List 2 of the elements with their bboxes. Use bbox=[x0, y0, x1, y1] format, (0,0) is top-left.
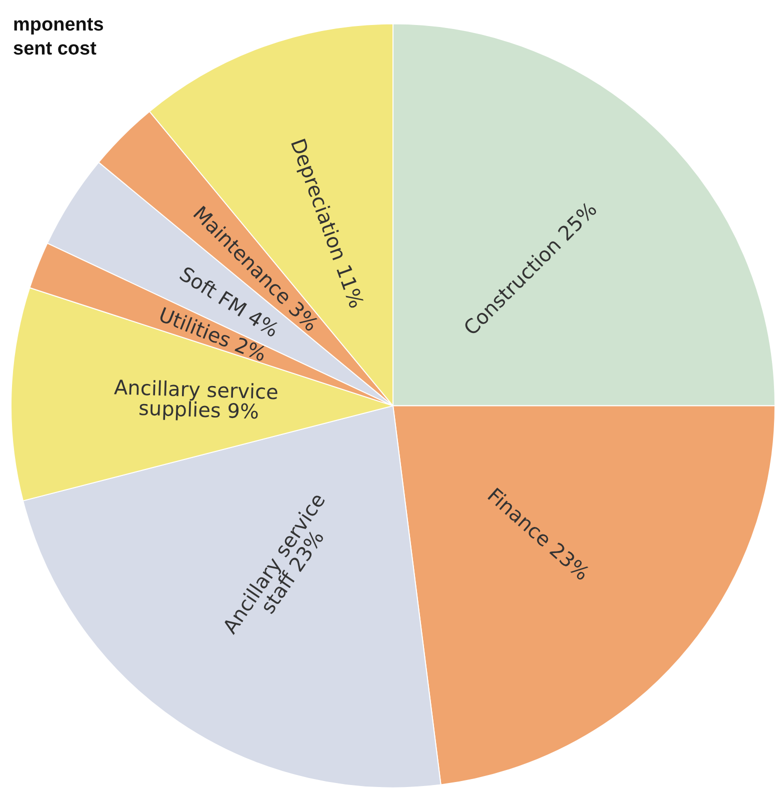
slice-label: Ancillary service supplies 9% bbox=[114, 375, 286, 424]
chart-title: mponents sent cost bbox=[13, 14, 104, 60]
